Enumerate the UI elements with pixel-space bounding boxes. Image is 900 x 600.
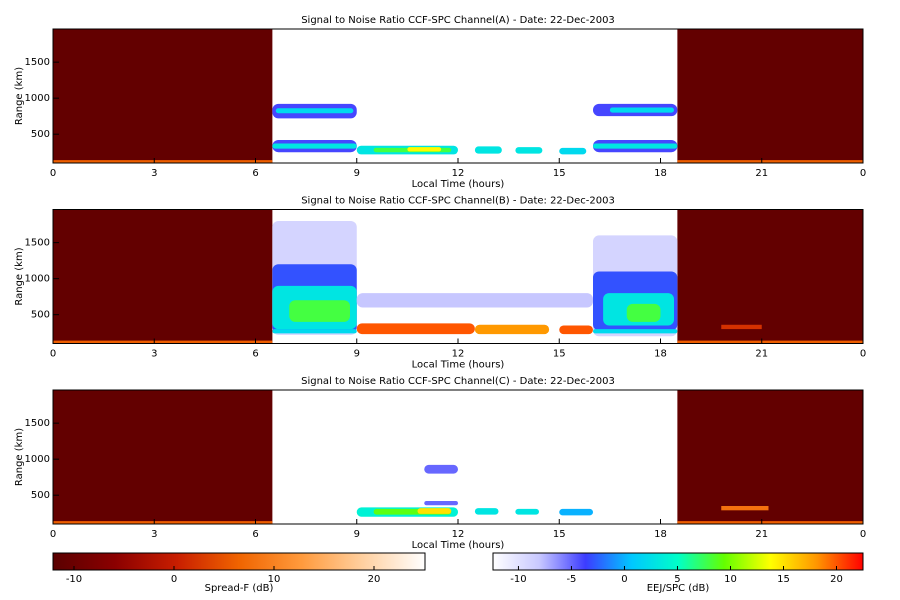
snr-cell: [677, 209, 863, 344]
snr-cell: [559, 147, 587, 155]
snr-cell: [593, 329, 678, 334]
colorbar-tick-label: -5: [566, 574, 576, 585]
x-tick-label: 12: [452, 349, 465, 360]
snr-cell: [609, 107, 674, 113]
snr-cell: [53, 160, 273, 163]
colorbar: [52, 552, 426, 571]
snr-cell: [474, 146, 502, 154]
x-tick-label: 0: [860, 529, 866, 540]
y-tick-label: 1000: [25, 93, 50, 104]
x-tick-label: 21: [755, 349, 768, 360]
snr-cell: [275, 108, 354, 114]
x-tick-label: 3: [151, 168, 157, 179]
snr-cell: [272, 329, 357, 334]
x-tick-label: 0: [860, 349, 866, 360]
snr-cell: [53, 390, 273, 524]
snr-cell: [53, 29, 273, 163]
snr-cell: [424, 500, 458, 506]
x-tick-label: 3: [151, 349, 157, 360]
colorbar-tick-label: 15: [777, 574, 790, 585]
colorbar-tick-label: -10: [66, 574, 82, 585]
snr-cell: [424, 464, 458, 474]
x-tick-label: 18: [654, 529, 667, 540]
x-axis-label: Local Time (hours): [412, 179, 505, 190]
snr-cell: [474, 324, 550, 335]
snr-cell: [626, 303, 661, 322]
colorbar-tick-label: 10: [268, 574, 281, 585]
y-tick-label: 1500: [25, 418, 50, 429]
y-tick-label: 500: [31, 490, 50, 501]
x-tick-label: 15: [553, 349, 566, 360]
y-tick-label: 1500: [25, 238, 50, 249]
colorbar-tick-label: -10: [510, 574, 526, 585]
x-tick-label: 9: [354, 529, 360, 540]
x-tick-label: 6: [252, 168, 258, 179]
snr-cell: [53, 521, 273, 524]
x-tick-label: 0: [860, 168, 866, 179]
x-tick-label: 21: [755, 529, 768, 540]
y-tick-label: 500: [31, 129, 50, 140]
snr-cell: [356, 323, 475, 335]
snr-cell: [677, 390, 863, 524]
colorbar: [492, 552, 864, 571]
panel-title: Signal to Noise Ratio CCF-SPC Channel(C)…: [301, 376, 615, 387]
x-tick-label: 12: [452, 529, 465, 540]
x-tick-label: 15: [553, 168, 566, 179]
snr-cell: [677, 521, 863, 524]
x-tick-label: 12: [452, 168, 465, 179]
x-tick-label: 15: [553, 529, 566, 540]
colorbar-tick-label: 20: [830, 574, 843, 585]
x-axis-label: Local Time (hours): [412, 540, 505, 551]
snr-cell: [53, 340, 273, 344]
colorbar-tick-label: 10: [724, 574, 737, 585]
colorbar-tick-label: 0: [621, 574, 627, 585]
snr-cell: [272, 143, 357, 149]
snr-cell: [559, 508, 593, 516]
snr-cell: [559, 325, 593, 335]
x-tick-label: 3: [151, 529, 157, 540]
x-tick-label: 9: [354, 168, 360, 179]
snr-cell: [515, 147, 543, 154]
colorbar-tick-label: 5: [674, 574, 680, 585]
y-tick-label: 500: [31, 310, 50, 321]
x-tick-label: 0: [50, 168, 56, 179]
x-axis-label: Local Time (hours): [412, 360, 505, 371]
x-tick-label: 9: [354, 349, 360, 360]
snr-cell: [289, 300, 350, 322]
x-tick-label: 0: [50, 529, 56, 540]
snr-cell: [721, 324, 762, 330]
x-tick-label: 0: [50, 349, 56, 360]
snr-cell: [356, 293, 593, 308]
snr-cell: [417, 508, 452, 514]
x-tick-label: 6: [252, 529, 258, 540]
y-axis-label: Range (km): [14, 67, 25, 125]
y-axis-label: Range (km): [14, 247, 25, 305]
panel-title: Signal to Noise Ratio CCF-SPC Channel(A)…: [301, 15, 615, 26]
x-tick-label: 18: [654, 349, 667, 360]
colorbar-tick-label: 20: [368, 574, 381, 585]
snr-cell: [721, 505, 769, 511]
snr-cell: [677, 29, 863, 163]
snr-cell: [677, 160, 863, 163]
y-axis-label: Range (km): [14, 428, 25, 486]
y-tick-label: 1000: [25, 454, 50, 465]
colorbar-label: Spread-F (dB): [205, 583, 274, 594]
snr-cell: [515, 508, 539, 515]
x-tick-label: 6: [252, 349, 258, 360]
snr-cell: [677, 340, 863, 344]
colorbar-label: EEJ/SPC (dB): [647, 583, 710, 594]
snr-cell: [593, 143, 678, 149]
y-tick-label: 1000: [25, 274, 50, 285]
colorbar-tick-label: 0: [171, 574, 177, 585]
x-tick-label: 21: [755, 168, 768, 179]
snr-cell: [474, 508, 499, 515]
snr-cell: [407, 147, 442, 152]
y-tick-label: 1500: [25, 57, 50, 68]
panel-title: Signal to Noise Ratio CCF-SPC Channel(B)…: [301, 196, 615, 207]
x-tick-label: 18: [654, 168, 667, 179]
snr-cell: [53, 209, 273, 344]
